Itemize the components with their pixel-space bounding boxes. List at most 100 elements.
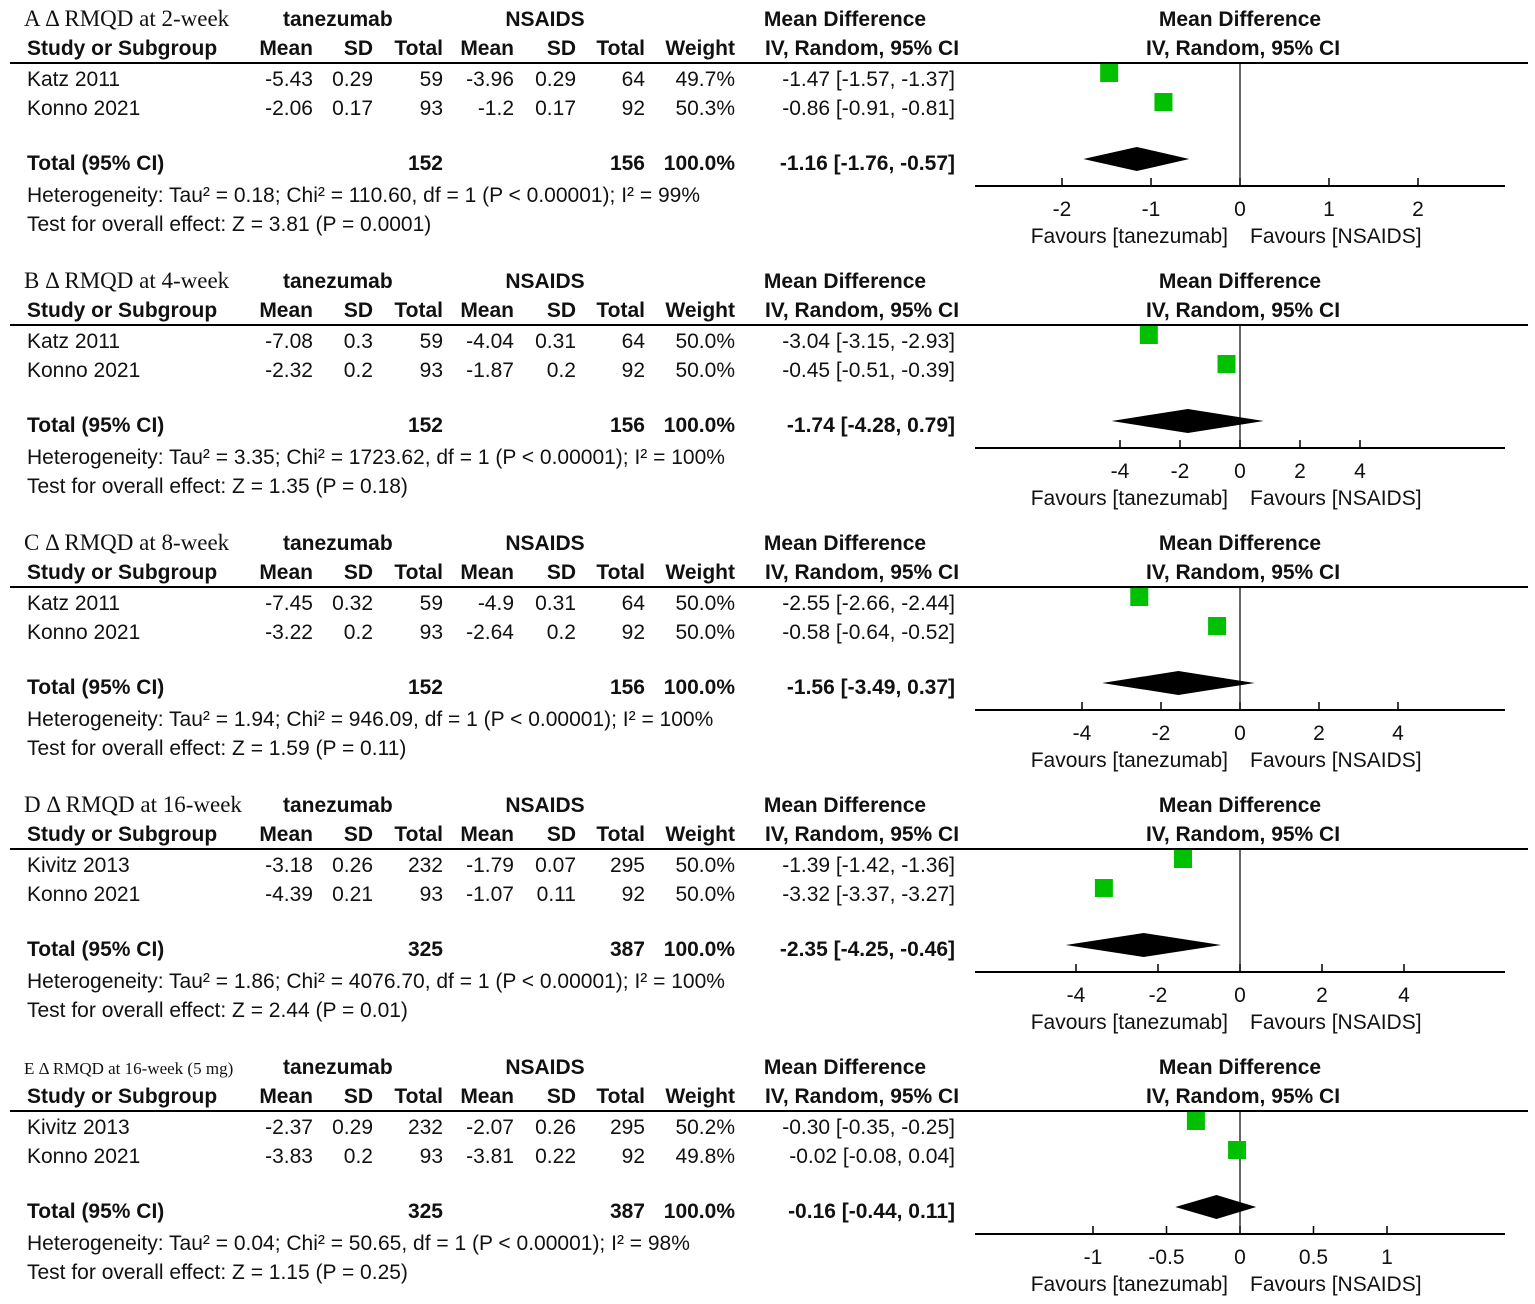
sd1-header: SD — [344, 1085, 373, 1108]
favours-left-label: Favours [tanezumab] — [1031, 1273, 1228, 1296]
study-effect-square — [1217, 355, 1236, 373]
study-mean1: -3.18 — [265, 854, 313, 877]
study-effect-square — [1154, 93, 1173, 111]
total2-header: Total — [596, 1085, 645, 1108]
mean1-header: Mean — [259, 823, 313, 846]
total-ci: -0.16 [-0.44, 0.11] — [788, 1200, 955, 1223]
study-n2: 64 — [622, 330, 646, 353]
x-tick-label: -2 — [1152, 722, 1171, 745]
total2-header: Total — [596, 561, 645, 584]
group1-header: tanezumab — [283, 270, 393, 293]
group2-header: NSAIDS — [505, 794, 584, 817]
x-tick-label: 2 — [1294, 460, 1306, 483]
study-mean2: -4.04 — [466, 330, 514, 353]
total-weight: 100.0% — [664, 938, 736, 961]
favours-left-label: Favours [tanezumab] — [1031, 225, 1228, 248]
study-mean1: -3.83 — [265, 1145, 313, 1168]
study-effect-square — [1139, 326, 1158, 344]
study-n1: 59 — [420, 592, 443, 615]
total2-header: Total — [596, 823, 645, 846]
overall-effect-text: Test for overall effect: Z = 1.59 (P = 0… — [27, 737, 406, 760]
x-tick-label: 0 — [1234, 722, 1246, 745]
ci-header: IV, Random, 95% CI — [765, 823, 959, 846]
study-name: Konno 2021 — [27, 359, 140, 382]
ci-plot-header: IV, Random, 95% CI — [1146, 299, 1340, 322]
study-n2: 92 — [622, 883, 645, 906]
x-tick-label: 4 — [1398, 984, 1410, 1007]
mean2-header: Mean — [460, 299, 514, 322]
weight-header: Weight — [665, 823, 735, 846]
x-tick-label: -2 — [1149, 984, 1168, 1007]
study-header: Study or Subgroup — [27, 1085, 217, 1108]
study-weight: 49.8% — [675, 1145, 735, 1168]
ci-header: IV, Random, 95% CI — [765, 299, 959, 322]
study-weight: 50.0% — [675, 883, 735, 906]
x-tick-label: 1 — [1381, 1246, 1393, 1269]
sd2-header: SD — [547, 299, 576, 322]
x-tick-label: 1 — [1323, 198, 1335, 221]
study-mean2: -2.64 — [466, 621, 514, 644]
favours-right-label: Favours [NSAIDS] — [1250, 749, 1422, 772]
heterogeneity-text: Heterogeneity: Tau² = 3.35; Chi² = 1723.… — [27, 446, 725, 469]
favours-right-label: Favours [NSAIDS] — [1250, 1011, 1422, 1034]
study-header: Study or Subgroup — [27, 561, 217, 584]
x-tick-label: 2 — [1316, 984, 1328, 1007]
study-weight: 50.0% — [675, 330, 735, 353]
study-weight: 50.3% — [675, 97, 735, 120]
panel-title: D Δ RMQD at 16-week — [24, 792, 242, 817]
group2-header: NSAIDS — [505, 1056, 584, 1079]
study-sd1: 0.2 — [344, 621, 373, 644]
sd1-header: SD — [344, 561, 373, 584]
group1-header: tanezumab — [283, 8, 393, 31]
study-effect-square — [1186, 1112, 1205, 1130]
sd2-header: SD — [547, 561, 576, 584]
total-label: Total (95% CI) — [27, 152, 164, 175]
total-n2: 387 — [610, 938, 645, 961]
group1-header: tanezumab — [283, 532, 393, 555]
study-header: Study or Subgroup — [27, 299, 217, 322]
study-effect-square — [1100, 64, 1119, 82]
weight-header: Weight — [665, 1085, 735, 1108]
sd1-header: SD — [344, 823, 373, 846]
pooled-effect-diamond — [1102, 671, 1255, 695]
ci-header: IV, Random, 95% CI — [765, 1085, 959, 1108]
md-header: Mean Difference — [764, 794, 926, 817]
study-mean1: -5.43 — [265, 68, 313, 91]
pooled-effect-diamond — [1083, 147, 1190, 171]
study-row: Konno 2021 -3.22 0.2 93 -2.64 0.2 92 50.0% -0.58… — [27, 621, 955, 644]
study-name: Kivitz 2013 — [27, 854, 130, 877]
total-ci: -1.16 [-1.76, -0.57] — [780, 152, 955, 175]
study-sd1: 0.2 — [344, 359, 373, 382]
study-sd2: 0.31 — [535, 592, 576, 615]
study-mean1: -7.08 — [265, 330, 313, 353]
study-weight: 50.2% — [675, 1116, 735, 1139]
study-sd2: 0.11 — [537, 883, 576, 906]
total-label: Total (95% CI) — [27, 414, 164, 437]
heterogeneity-text: Heterogeneity: Tau² = 0.04; Chi² = 50.65… — [27, 1232, 690, 1255]
x-tick-label: 2 — [1313, 722, 1325, 745]
x-tick-label: 0.5 — [1299, 1246, 1328, 1269]
study-sd1: 0.29 — [332, 68, 373, 91]
study-mean2: -3.81 — [466, 1145, 514, 1168]
study-ci: -0.58 [-0.64, -0.52] — [782, 621, 955, 644]
favours-left-label: Favours [tanezumab] — [1031, 1011, 1228, 1034]
total-ci: -1.56 [-3.49, 0.37] — [787, 676, 955, 699]
total-label: Total (95% CI) — [27, 938, 164, 961]
study-ci: -0.86 [-0.91, -0.81] — [782, 97, 955, 120]
group2-header: NSAIDS — [505, 270, 584, 293]
sd2-header: SD — [547, 1085, 576, 1108]
study-sd2: 0.2 — [547, 359, 576, 382]
study-name: Kivitz 2013 — [27, 1116, 130, 1139]
study-row: Kivitz 2013 -2.37 0.29 232 -2.07 0.26 295 50.2%… — [27, 1116, 955, 1139]
total1-header: Total — [394, 1085, 443, 1108]
study-n2: 92 — [622, 621, 645, 644]
study-mean1: -2.37 — [265, 1116, 313, 1139]
total1-header: Total — [394, 823, 443, 846]
study-weight: 50.0% — [675, 592, 735, 615]
study-name: Konno 2021 — [27, 97, 140, 120]
study-name: Katz 2011 — [27, 592, 120, 615]
panel-title: E Δ RMQD at 16-week (5 mg) — [24, 1059, 233, 1078]
x-tick-label: -4 — [1067, 984, 1086, 1007]
study-sd2: 0.31 — [535, 330, 576, 353]
study-sd2: 0.26 — [535, 1116, 576, 1139]
